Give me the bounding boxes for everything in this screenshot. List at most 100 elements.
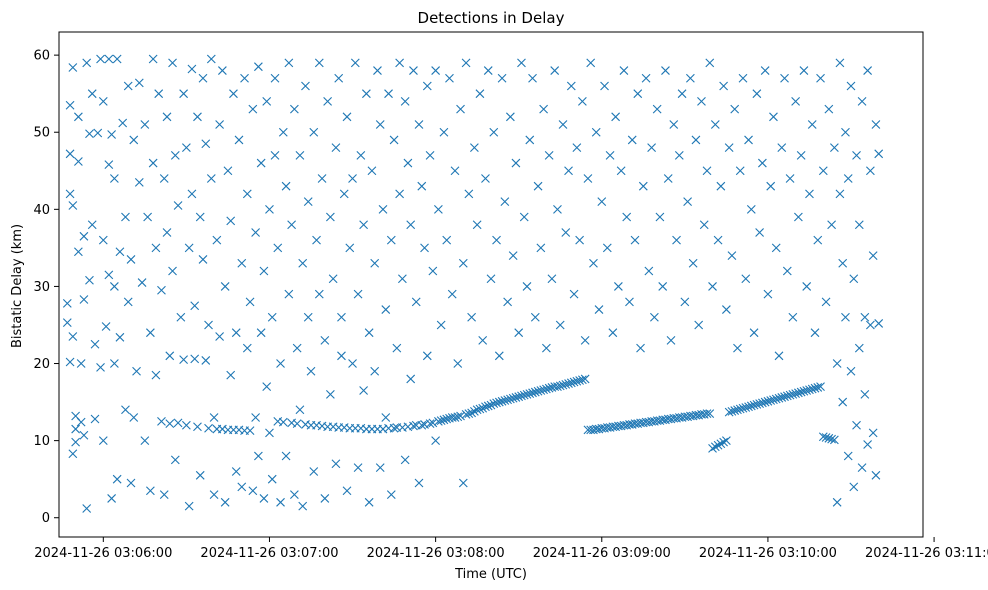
data-point <box>602 243 612 253</box>
data-point <box>137 278 147 287</box>
data-point <box>422 81 432 91</box>
y-tick-label: 20 <box>33 357 50 372</box>
data-point <box>289 104 299 114</box>
data-point <box>320 336 330 345</box>
data-point <box>829 143 839 153</box>
data-point <box>85 129 94 139</box>
data-point <box>647 143 657 153</box>
data-point <box>445 73 454 83</box>
data-point <box>469 406 479 416</box>
data-point <box>663 174 673 183</box>
x-tick-label: 2024-11-26 03:11:00 <box>865 546 988 561</box>
data-point <box>370 366 380 376</box>
data-point <box>436 416 446 425</box>
data-point <box>519 212 529 222</box>
data-point <box>724 407 734 417</box>
data-point <box>406 374 416 384</box>
data-point <box>865 320 875 330</box>
data-point <box>505 112 515 122</box>
data-point <box>788 389 798 399</box>
data-point <box>818 432 828 442</box>
data-point <box>157 416 166 426</box>
data-point <box>265 428 274 438</box>
data-point <box>226 370 236 380</box>
data-point <box>691 135 701 145</box>
x-tick-label: 2024-11-26 03:07:00 <box>200 546 338 561</box>
data-point <box>478 336 488 345</box>
data-point <box>611 112 621 122</box>
data-point <box>104 270 114 280</box>
data-point <box>96 362 105 372</box>
data-point <box>841 127 850 137</box>
data-point <box>464 189 474 199</box>
data-point <box>771 243 781 253</box>
data-point <box>724 143 734 153</box>
data-point <box>688 258 698 268</box>
data-point <box>561 228 571 237</box>
data-point <box>265 204 274 214</box>
data-point <box>766 181 776 191</box>
data-point <box>148 158 158 168</box>
data-point <box>733 405 742 415</box>
data-point <box>705 409 715 419</box>
data-point <box>342 486 352 496</box>
data-point <box>854 220 864 230</box>
data-point <box>500 197 510 207</box>
data-point <box>159 174 169 183</box>
data-point <box>622 212 632 222</box>
data-point <box>816 73 825 83</box>
data-point <box>428 266 438 276</box>
data-point <box>777 143 787 153</box>
data-point <box>168 266 177 276</box>
data-point <box>561 379 571 389</box>
data-point <box>381 305 391 314</box>
x-tick-label: 2024-11-26 03:09:00 <box>533 546 671 561</box>
data-point <box>450 166 460 176</box>
data-point <box>497 396 507 406</box>
data-point <box>785 174 795 183</box>
data-point <box>436 320 446 330</box>
data-point <box>508 251 518 260</box>
data-point <box>87 89 97 99</box>
y-tick-label: 10 <box>33 434 50 449</box>
data-point <box>661 66 670 75</box>
data-point <box>868 251 878 260</box>
data-point <box>134 177 144 187</box>
data-point <box>345 243 355 253</box>
data-point <box>569 377 579 387</box>
data-point <box>170 455 180 465</box>
data-point <box>179 89 189 99</box>
data-point <box>627 135 637 145</box>
data-point <box>854 343 864 353</box>
data-point <box>744 135 753 145</box>
data-point <box>104 160 114 169</box>
data-point <box>716 181 726 191</box>
data-point <box>489 399 499 409</box>
data-point <box>143 212 153 222</box>
data-point <box>328 274 338 284</box>
data-point <box>469 143 479 153</box>
data-point <box>760 397 770 407</box>
data-point <box>713 235 723 245</box>
data-point <box>206 174 216 183</box>
data-point <box>644 266 654 276</box>
data-point <box>195 212 205 222</box>
data-point <box>204 320 213 330</box>
data-point <box>145 328 155 338</box>
data-point <box>555 320 565 330</box>
data-point <box>353 289 363 299</box>
data-point <box>179 355 189 365</box>
data-point <box>705 58 715 68</box>
data-point <box>528 73 537 83</box>
data-point <box>93 128 103 138</box>
data-point <box>273 243 283 253</box>
data-point <box>594 305 604 314</box>
data-point <box>226 216 236 226</box>
data-point <box>79 231 89 241</box>
data-point <box>392 343 402 353</box>
data-point <box>738 403 748 413</box>
data-point <box>807 384 817 394</box>
data-point <box>439 415 449 425</box>
data-point <box>530 312 540 322</box>
data-point <box>450 413 460 422</box>
